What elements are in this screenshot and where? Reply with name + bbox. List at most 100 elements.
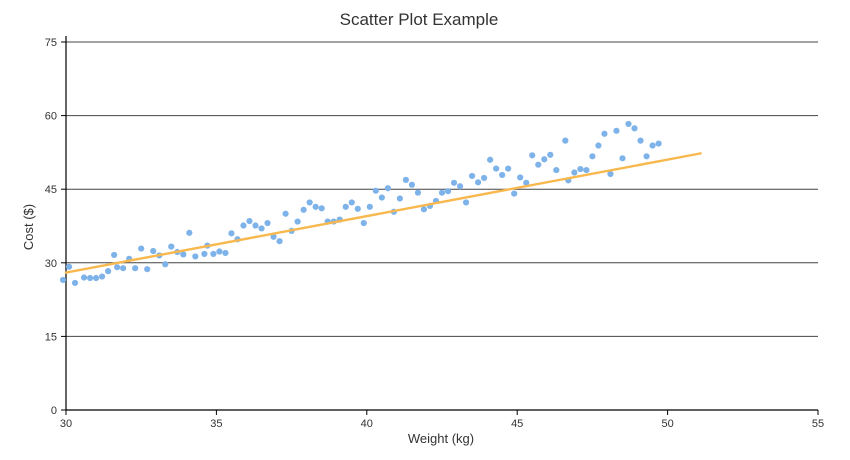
data-point-78 (529, 152, 536, 159)
data-point-81 (547, 151, 554, 158)
trendline-layer (64, 152, 702, 274)
data-point-48 (348, 199, 355, 206)
data-point-93 (619, 155, 626, 162)
data-point-7 (105, 268, 112, 275)
data-point-53 (378, 194, 385, 201)
y-tick-labels: 0 15 30 45 60 75 (45, 37, 66, 417)
data-point-50 (360, 219, 367, 227)
data-point-6 (98, 273, 106, 280)
y-axis-label: Cost ($) (21, 204, 36, 250)
data-point-10 (120, 265, 127, 272)
data-point-67 (462, 199, 470, 206)
data-point-69 (474, 179, 482, 186)
data-point-12 (132, 265, 139, 272)
data-point-91 (607, 170, 614, 178)
data-point-5 (92, 274, 100, 282)
data-point-59 (414, 189, 422, 196)
data-point-73 (499, 171, 506, 179)
data-point-4 (86, 274, 94, 282)
data-point-52 (372, 187, 379, 194)
data-point-33 (258, 225, 265, 232)
axes (65, 36, 818, 411)
data-point-98 (649, 142, 656, 149)
data-point-63 (438, 189, 446, 196)
data-point-43 (318, 205, 325, 212)
data-point-22 (192, 253, 199, 260)
data-point-8 (111, 251, 118, 259)
x-tick-label-4: 50 (661, 418, 673, 430)
data-point-94 (625, 120, 632, 128)
y-tick-label-5: 75 (45, 37, 57, 49)
data-point-27 (222, 249, 229, 257)
data-point-90 (601, 130, 608, 137)
data-point-80 (541, 156, 548, 163)
x-tick-label-0: 30 (60, 418, 72, 430)
data-point-23 (201, 250, 208, 258)
data-point-71 (487, 156, 494, 163)
data-point-82 (553, 166, 560, 174)
data-point-89 (595, 142, 602, 149)
data-point-54 (384, 185, 391, 192)
data-point-79 (535, 161, 542, 168)
data-point-39 (294, 218, 301, 225)
x-tick-label-2: 40 (361, 418, 373, 430)
y-tick-label-4: 60 (45, 111, 57, 123)
y-tick-label-1: 15 (45, 331, 57, 343)
x-axis-label: Weight (kg) (408, 431, 474, 446)
data-point-35 (270, 233, 277, 240)
data-point-28 (228, 230, 235, 237)
data-point-41 (306, 199, 313, 206)
data-point-20 (180, 251, 187, 258)
data-point-83 (562, 137, 569, 144)
data-point-85 (571, 169, 578, 176)
data-point-66 (456, 183, 464, 190)
data-point-76 (517, 174, 524, 181)
data-point-72 (493, 165, 500, 172)
data-point-14 (144, 266, 151, 273)
data-point-0 (59, 276, 67, 284)
data-point-96 (637, 137, 644, 144)
data-point-74 (505, 165, 512, 172)
data-point-31 (246, 217, 253, 225)
data-point-25 (210, 250, 217, 258)
data-point-70 (481, 174, 488, 182)
data-point-88 (589, 153, 596, 160)
data-point-77 (523, 179, 530, 186)
data-point-21 (186, 229, 193, 236)
data-point-32 (252, 222, 259, 229)
data-point-60 (420, 206, 428, 213)
gridlines (66, 41, 818, 337)
data-point-49 (354, 205, 361, 212)
chart-title: Scatter Plot Example (340, 10, 499, 29)
data-point-26 (216, 248, 223, 255)
data-point-51 (366, 203, 373, 210)
data-point-64 (444, 188, 452, 195)
data-point-65 (450, 179, 458, 186)
y-tick-label-3: 45 (45, 184, 57, 196)
data-point-68 (468, 172, 476, 180)
data-point-95 (631, 125, 638, 132)
data-point-42 (312, 203, 319, 210)
trendline (64, 152, 702, 274)
data-point-13 (138, 245, 145, 252)
x-tick-label-5: 55 (812, 418, 824, 430)
data-point-34 (264, 219, 271, 227)
data-point-99 (655, 140, 662, 147)
x-tick-label-3: 45 (511, 418, 523, 430)
y-tick-label-2: 30 (45, 258, 57, 270)
data-point-15 (150, 247, 157, 255)
data-point-92 (613, 127, 620, 134)
x-tick-labels: 30 35 40 45 50 55 (60, 410, 824, 430)
y-tick-label-0: 0 (51, 405, 57, 417)
data-point-40 (300, 206, 307, 213)
data-point-17 (162, 261, 169, 268)
data-point-57 (402, 176, 410, 183)
x-tick-label-1: 35 (210, 418, 222, 430)
data-point-9 (114, 264, 121, 271)
data-point-56 (396, 195, 403, 202)
data-point-87 (583, 166, 590, 174)
data-point-3 (80, 274, 88, 281)
data-point-37 (282, 210, 289, 217)
data-point-18 (168, 243, 175, 250)
